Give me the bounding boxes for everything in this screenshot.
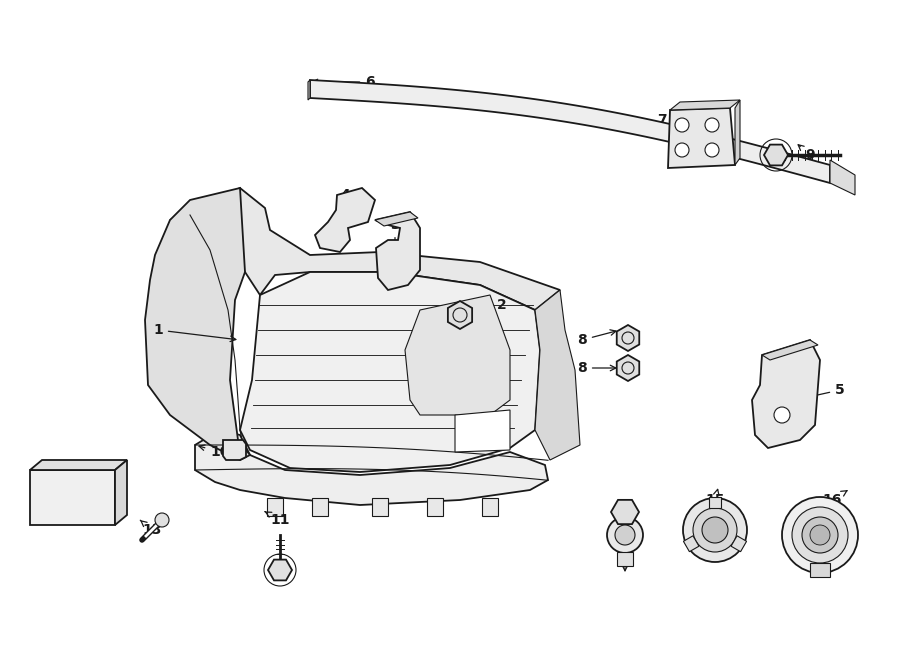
Circle shape xyxy=(675,143,689,157)
Circle shape xyxy=(802,517,838,553)
Text: 15: 15 xyxy=(706,489,724,507)
Circle shape xyxy=(774,407,790,423)
Polygon shape xyxy=(683,536,699,552)
Circle shape xyxy=(810,525,830,545)
Circle shape xyxy=(792,507,848,563)
Circle shape xyxy=(615,525,635,545)
Polygon shape xyxy=(30,470,115,525)
Circle shape xyxy=(702,517,728,543)
Polygon shape xyxy=(310,80,830,183)
Polygon shape xyxy=(145,188,250,460)
Polygon shape xyxy=(240,272,540,472)
Text: 3: 3 xyxy=(391,218,400,248)
Circle shape xyxy=(607,517,643,553)
Polygon shape xyxy=(372,498,388,516)
Text: 11: 11 xyxy=(265,512,290,527)
Text: 8: 8 xyxy=(577,330,616,347)
Polygon shape xyxy=(267,498,283,516)
Circle shape xyxy=(705,118,719,132)
Text: 4: 4 xyxy=(340,188,350,221)
Polygon shape xyxy=(762,340,818,360)
Polygon shape xyxy=(617,552,633,566)
Polygon shape xyxy=(668,108,735,168)
Polygon shape xyxy=(455,410,510,452)
Polygon shape xyxy=(375,212,420,290)
Polygon shape xyxy=(830,160,855,195)
Text: 6: 6 xyxy=(312,75,374,89)
Polygon shape xyxy=(195,430,548,505)
Polygon shape xyxy=(427,498,443,516)
Polygon shape xyxy=(268,560,292,580)
Circle shape xyxy=(693,508,737,552)
Text: 9: 9 xyxy=(798,145,814,162)
Polygon shape xyxy=(535,290,580,460)
Text: 2: 2 xyxy=(464,298,507,315)
Polygon shape xyxy=(611,500,639,524)
Polygon shape xyxy=(315,188,375,252)
Text: 7: 7 xyxy=(657,113,691,138)
Polygon shape xyxy=(482,498,498,516)
Text: 1: 1 xyxy=(153,323,236,342)
Polygon shape xyxy=(752,340,820,448)
Polygon shape xyxy=(30,460,127,470)
Polygon shape xyxy=(308,80,310,100)
Circle shape xyxy=(782,497,858,573)
Polygon shape xyxy=(709,497,721,508)
Text: 5: 5 xyxy=(799,383,845,401)
Text: 16: 16 xyxy=(823,490,847,507)
Polygon shape xyxy=(375,212,418,226)
Circle shape xyxy=(705,143,719,157)
Polygon shape xyxy=(115,460,127,525)
Polygon shape xyxy=(810,563,830,577)
Polygon shape xyxy=(223,440,246,460)
Polygon shape xyxy=(170,188,560,310)
Polygon shape xyxy=(616,355,639,381)
Polygon shape xyxy=(405,295,510,415)
Polygon shape xyxy=(735,100,740,165)
Polygon shape xyxy=(312,498,328,516)
Polygon shape xyxy=(448,301,472,329)
Circle shape xyxy=(155,513,169,527)
Text: 8: 8 xyxy=(577,361,616,375)
Polygon shape xyxy=(616,325,639,351)
Text: 10: 10 xyxy=(199,445,230,459)
Text: 13: 13 xyxy=(140,520,162,537)
Polygon shape xyxy=(670,100,740,110)
Circle shape xyxy=(675,118,689,132)
Text: 14: 14 xyxy=(616,548,634,571)
Polygon shape xyxy=(764,145,788,165)
Polygon shape xyxy=(731,536,747,552)
Text: 12: 12 xyxy=(56,463,80,482)
Circle shape xyxy=(683,498,747,562)
